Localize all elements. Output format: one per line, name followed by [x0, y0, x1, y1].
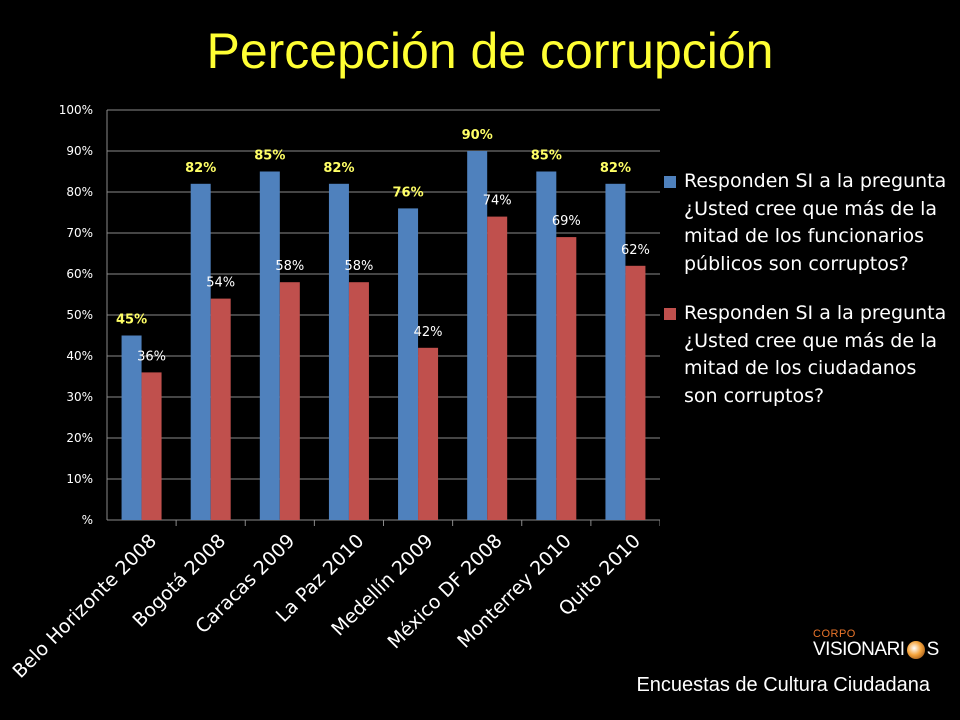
logo-right-text: S: [926, 639, 940, 660]
bar: [121, 335, 142, 520]
data-label: 62%: [621, 243, 650, 258]
bar: [190, 183, 211, 521]
legend-label-series-1: Responden SI a la pregunta ¿Usted cree q…: [684, 170, 947, 275]
logo-top-text: CORPO: [813, 628, 856, 640]
legend-item-series-2: Responden SI a la pregunta ¿Usted cree q…: [664, 300, 954, 410]
data-label: 85%: [531, 149, 562, 164]
bar: [536, 171, 557, 520]
x-tick-label: México DF 2008: [383, 530, 506, 653]
legend-label-series-2: Responden SI a la pregunta ¿Usted cree q…: [684, 302, 947, 407]
legend-item-series-1: Responden SI a la pregunta ¿Usted cree q…: [664, 168, 954, 278]
data-label: 54%: [206, 276, 235, 291]
data-label: 58%: [275, 259, 304, 274]
data-label: 58%: [344, 259, 373, 274]
bar: [279, 282, 300, 520]
data-label: 76%: [393, 185, 424, 200]
bar: [259, 171, 280, 520]
bar: [398, 208, 419, 520]
data-label: 69%: [552, 214, 581, 229]
bar: [556, 237, 577, 520]
bar: [625, 265, 646, 520]
y-tick-label: 80%: [66, 185, 93, 199]
legend-swatch-series-2: [664, 308, 676, 320]
bar-chart: %10%20%30%40%50%60%70%80%90%100%45%36%Be…: [8, 103, 660, 683]
bar: [467, 151, 488, 520]
legend: Responden SI a la pregunta ¿Usted cree q…: [664, 168, 954, 432]
bar: [605, 183, 626, 521]
bar: [141, 372, 162, 520]
data-label: 85%: [254, 149, 285, 164]
data-label: 74%: [483, 194, 512, 209]
data-label: 45%: [116, 313, 147, 328]
bar: [418, 347, 439, 520]
y-tick-label: 60%: [66, 267, 93, 281]
y-tick-label: %: [82, 513, 93, 527]
y-tick-label: 10%: [66, 472, 93, 486]
data-label: 82%: [600, 161, 631, 176]
bar: [328, 183, 349, 521]
y-tick-label: 70%: [66, 226, 93, 240]
y-tick-label: 50%: [66, 308, 93, 322]
y-tick-label: 90%: [66, 144, 93, 158]
y-tick-label: 20%: [66, 431, 93, 445]
data-label: 42%: [414, 325, 443, 340]
footer-source: Encuestas de Cultura Ciudadana: [636, 674, 930, 696]
logo-left-text: VISIONARI: [813, 639, 905, 660]
data-label: 82%: [185, 161, 216, 176]
y-tick-label: 100%: [59, 103, 93, 117]
y-tick-label: 40%: [66, 349, 93, 363]
bar: [348, 282, 369, 520]
data-label: 90%: [462, 128, 493, 143]
y-tick-label: 30%: [66, 390, 93, 404]
bar: [487, 216, 508, 520]
sun-icon: [906, 641, 925, 659]
legend-swatch-series-1: [664, 176, 676, 188]
corpovisionarios-logo: CORPO VISIONARI S: [813, 628, 939, 664]
data-label: 36%: [137, 349, 166, 364]
data-label: 82%: [323, 161, 354, 176]
chart-title: Percepción de corrupción: [206, 23, 774, 79]
bar: [210, 298, 231, 520]
